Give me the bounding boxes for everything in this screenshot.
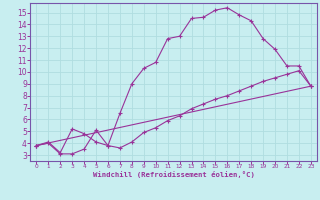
X-axis label: Windchill (Refroidissement éolien,°C): Windchill (Refroidissement éolien,°C) — [93, 171, 254, 178]
